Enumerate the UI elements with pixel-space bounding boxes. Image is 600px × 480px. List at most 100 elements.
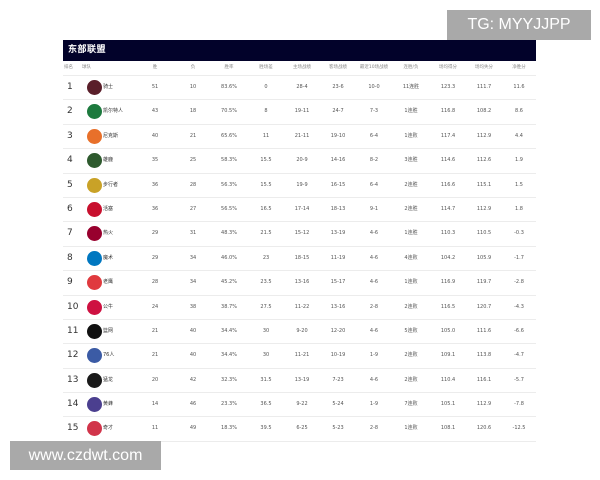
table-row[interactable]: 12 76人 21 40 34.4% 30 11-21 10-19 1-9 2连败 109.1 113…	[63, 344, 536, 369]
point-diff-cell: -6.6	[514, 327, 524, 334]
column-header-last-10[interactable]: 最近10场战绩	[359, 65, 389, 70]
losses-cell: 49	[189, 425, 197, 432]
rank-cell: 15	[67, 423, 79, 434]
last-10-cell: 1-9	[369, 352, 379, 359]
table-row[interactable]: 7 热火 29 31 48.3% 21.5 15-12 13-19 4-6 1连胜 110.3 110…	[63, 222, 536, 247]
column-header-games-behind[interactable]: 胜场差	[259, 65, 273, 70]
rank-cell: 11	[67, 325, 79, 336]
games-behind-cell: 30	[262, 352, 270, 359]
wins-cell: 43	[151, 108, 159, 115]
home-record-cell: 13-19	[294, 376, 310, 383]
wins-cell: 11	[151, 425, 159, 432]
losses-cell: 21	[189, 132, 197, 139]
table-row[interactable]: 10 公牛 24 38 38.7% 27.5 11-22 13-16 2-8 2连败 116.5 12…	[63, 296, 536, 320]
column-header-point-diff[interactable]: 净胜分	[512, 65, 526, 70]
points-per-game-cell: 110.4	[440, 376, 456, 383]
column-header-away-record[interactable]: 客场战绩	[329, 65, 347, 70]
points-per-game-cell: 114.6	[440, 157, 456, 164]
losses-cell: 18	[189, 108, 197, 115]
column-header-wins[interactable]: 胜	[152, 65, 158, 70]
opp-points-per-game-cell: 112.9	[476, 205, 492, 212]
table-row[interactable]: 6 活塞 36 27 56.5% 16.5 17-14 18-13 9-1 2连胜 114.7 112…	[63, 198, 536, 223]
team-name-link[interactable]: 奇才	[103, 425, 114, 432]
losses-cell: 28	[189, 181, 197, 188]
home-record-cell: 21-11	[294, 132, 310, 139]
team-name-link[interactable]: 公牛	[103, 303, 114, 310]
column-header-home-record[interactable]: 主场战绩	[293, 65, 311, 70]
rank-cell: 4	[67, 155, 73, 166]
table-row[interactable]: 8 魔术 29 34 46.0% 23 18-15 11-19 4-6 4连败 104.2 105.9…	[63, 247, 536, 272]
opp-points-per-game-cell: 110.5	[476, 230, 492, 237]
last-10-cell: 6-4	[369, 132, 379, 139]
opp-points-per-game-cell: 112.9	[476, 401, 492, 408]
team-logo-icon	[87, 299, 102, 315]
opp-points-per-game-cell: 111.7	[476, 84, 492, 90]
wins-cell: 28	[151, 279, 159, 286]
win-pct-cell: 58.3%	[221, 157, 237, 164]
games-behind-cell: 21.5	[260, 230, 272, 237]
team-name-link[interactable]: 骑士	[103, 84, 114, 90]
column-header-win-pct[interactable]: 胜率	[224, 65, 234, 70]
column-header-losses[interactable]: 负	[190, 65, 196, 70]
team-name-link[interactable]: 尼克斯	[103, 132, 119, 139]
team-name-link[interactable]: 步行者	[103, 181, 119, 188]
table-row[interactable]: 4 雄鹿 35 25 58.3% 15.5 20-9 14-16 8-2 3连胜 114.6 112.…	[63, 149, 536, 174]
team-name-link[interactable]: 猛龙	[103, 376, 114, 383]
team-name-link[interactable]: 黄蜂	[103, 401, 114, 408]
rank-cell: 6	[67, 203, 73, 214]
losses-cell: 40	[189, 352, 197, 359]
table-row[interactable]: 5 步行者 36 28 56.3% 15.5 19-9 16-15 6-4 2连胜 116.6 115…	[63, 174, 536, 198]
column-header-rank[interactable]: 排名	[64, 65, 73, 70]
win-pct-cell: 46.0%	[221, 254, 237, 261]
streak-cell: 2连胜	[404, 181, 418, 188]
games-behind-cell: 27.5	[260, 303, 272, 310]
column-header-points-per-game[interactable]: 场均得分	[439, 65, 457, 70]
opp-points-per-game-cell: 112.6	[476, 157, 492, 164]
team-name-link[interactable]: 热火	[103, 230, 114, 237]
table-row[interactable]: 3 尼克斯 40 21 65.6% 11 21-11 19-10 6-4 1连败 117.4 112.…	[63, 125, 536, 150]
table-row[interactable]: 11 篮网 21 40 34.4% 30 9-20 12-20 4-6 5连败 105.0 111.6…	[63, 320, 536, 345]
points-per-game-cell: 123.3	[440, 84, 456, 90]
home-record-cell: 19-11	[294, 108, 310, 115]
wins-cell: 14	[151, 401, 159, 408]
column-header-opp-points-per-game[interactable]: 场均失分	[475, 65, 493, 70]
team-name-link[interactable]: 老鹰	[103, 279, 114, 286]
table-row[interactable]: 13 猛龙 20 42 32.3% 31.5 13-19 7-23 4-6 2连败 110.4 116…	[63, 369, 536, 394]
point-diff-cell: -5.7	[514, 376, 524, 383]
team-logo-icon	[87, 104, 102, 120]
table-row[interactable]: 1 骑士 51 10 83.6% 0 28-4 23-6 10-0 11连胜 123.3 111.7 1…	[63, 76, 536, 101]
games-behind-cell: 15.5	[260, 157, 272, 164]
table-row[interactable]: 2 凯尔特人 43 18 70.5% 8 19-11 24-7 7-3 1连胜 116.8 108.2…	[63, 100, 536, 125]
last-10-cell: 2-8	[369, 303, 379, 310]
wins-cell: 40	[151, 132, 159, 139]
team-logo-icon	[87, 128, 102, 144]
team-name-link[interactable]: 76人	[103, 352, 115, 359]
team-name-link[interactable]: 雄鹿	[103, 157, 114, 164]
win-pct-cell: 18.3%	[221, 425, 237, 432]
team-name-link[interactable]: 魔术	[103, 254, 114, 261]
table-row[interactable]: 14 黄蜂 14 46 23.3% 36.5 9-22 5-24 1-9 7连败 105.1 112.…	[63, 393, 536, 418]
watermark-top: TG: MYYJJPP	[447, 10, 591, 40]
streak-cell: 2连败	[404, 376, 418, 383]
team-logo-icon	[87, 80, 102, 95]
games-behind-cell: 11	[262, 132, 270, 139]
rank-cell: 1	[67, 82, 73, 92]
team-name-link[interactable]: 篮网	[103, 327, 114, 334]
away-record-cell: 5-23	[332, 425, 344, 432]
rank-cell: 7	[67, 228, 73, 239]
games-behind-cell: 36.5	[260, 401, 272, 408]
column-header-streak[interactable]: 连胜/负	[403, 65, 419, 70]
team-name-link[interactable]: 凯尔特人	[103, 108, 124, 115]
wins-cell: 20	[151, 376, 159, 383]
table-row[interactable]: 9 老鹰 28 34 45.2% 23.5 13-16 15-17 4-6 1连败 116.9 119…	[63, 271, 536, 296]
opp-points-per-game-cell: 108.2	[476, 108, 492, 115]
last-10-cell: 4-6	[369, 279, 379, 286]
points-per-game-cell: 105.1	[440, 401, 456, 408]
point-diff-cell: 8.6	[515, 108, 523, 115]
home-record-cell: 11-22	[294, 303, 310, 310]
rank-cell: 13	[67, 374, 79, 385]
table-row[interactable]: 15 奇才 11 49 18.3% 39.5 6-25 5-23 2-8 1连败 108.1 120.…	[63, 417, 536, 442]
column-header-team[interactable]: 球队	[82, 65, 91, 70]
win-pct-cell: 70.5%	[221, 108, 237, 115]
team-name-link[interactable]: 活塞	[103, 205, 114, 212]
